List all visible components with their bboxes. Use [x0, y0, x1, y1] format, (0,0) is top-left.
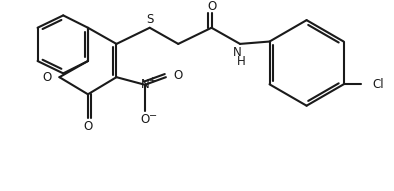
Text: N: N: [141, 78, 149, 91]
Text: O: O: [83, 120, 93, 133]
Text: H: H: [237, 54, 245, 68]
Text: O: O: [207, 0, 216, 13]
Text: +: +: [148, 75, 155, 85]
Text: O: O: [140, 113, 150, 126]
Text: −: −: [149, 111, 157, 121]
Text: O: O: [43, 71, 52, 84]
Text: Cl: Cl: [372, 78, 384, 91]
Text: O: O: [173, 69, 183, 82]
Text: S: S: [146, 13, 153, 26]
Text: N: N: [233, 46, 242, 59]
